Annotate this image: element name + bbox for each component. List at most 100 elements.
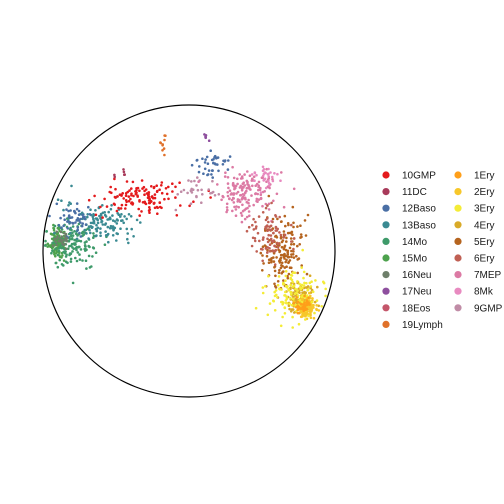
point-7MEP [248, 204, 251, 208]
point-5Ery [285, 240, 288, 243]
point-6Ery [268, 243, 272, 246]
point-16Neu [64, 247, 68, 251]
point-9GMP [196, 176, 199, 179]
point-10GMP [99, 205, 102, 209]
point-3Ery [313, 311, 316, 315]
point-13Baso [123, 215, 126, 218]
point-13Baso [96, 221, 100, 225]
point-10GMP [130, 194, 133, 197]
point-6Ery [277, 242, 280, 246]
legend-swatch-5Ery [454, 237, 462, 245]
point-1Ery [296, 304, 300, 308]
point-3Ery [289, 296, 292, 300]
point-3Ery [285, 301, 289, 305]
point-2Ery [317, 309, 321, 312]
point-11DC [113, 175, 116, 179]
point-3Ery [293, 271, 297, 275]
point-5Ery [304, 234, 308, 237]
point-14Mo [81, 259, 84, 262]
point-3Ery [305, 281, 308, 285]
point-14Mo [51, 249, 54, 252]
point-13Baso [135, 218, 139, 222]
point-10GMP [127, 199, 131, 203]
point-6Ery [276, 227, 280, 231]
point-3Ery [291, 326, 295, 329]
point-8Mk [271, 179, 275, 183]
point-13Baso [96, 218, 99, 222]
point-5Ery [292, 242, 296, 246]
legend-label-11DC: 11DC [402, 187, 427, 198]
legend-label-9GMP: 9GMP [474, 303, 503, 314]
point-5Ery [279, 256, 283, 260]
legend-swatch-16Neu [382, 271, 390, 279]
point-17Neu [204, 136, 207, 139]
point-6Ery [282, 236, 286, 239]
point-2Ery [300, 297, 303, 301]
point-13Baso [62, 208, 65, 212]
point-14Mo [70, 228, 73, 232]
point-6Ery [253, 239, 257, 243]
point-14Mo [53, 224, 57, 228]
point-6Ery [268, 225, 272, 228]
point-5Ery [261, 245, 265, 248]
point-10GMP [117, 206, 120, 210]
point-6Ery [245, 229, 249, 233]
point-9GMP [190, 180, 193, 183]
point-13Baso [101, 204, 104, 207]
point-5Ery [276, 217, 279, 221]
point-6Ery [261, 259, 265, 263]
point-14Mo [70, 237, 74, 241]
point-6Ery [266, 225, 269, 228]
point-5Ery [291, 205, 295, 209]
point-13Baso [92, 219, 96, 223]
legend-label-15Mo: 15Mo [402, 254, 427, 265]
point-12Baso [87, 205, 90, 209]
point-14Mo [84, 259, 88, 263]
point-10GMP [171, 182, 174, 185]
point-13Baso [89, 208, 92, 211]
point-8Mk [267, 175, 271, 178]
point-7MEP [258, 188, 262, 192]
point-15Mo [54, 254, 57, 258]
point-7MEP [238, 173, 241, 176]
point-14Mo [88, 245, 91, 249]
point-3Ery [292, 284, 296, 288]
point-1Ery [296, 311, 300, 315]
point-12Baso [76, 226, 80, 229]
point-7MEP [232, 201, 236, 204]
point-14Mo [83, 241, 87, 244]
point-9GMP [210, 191, 214, 195]
point-12Baso [55, 202, 59, 206]
point-7MEP [256, 192, 260, 196]
point-13Baso [106, 232, 110, 236]
point-5Ery [273, 269, 277, 273]
point-12Baso [75, 202, 79, 205]
point-7MEP [248, 214, 251, 218]
point-10GMP [156, 189, 159, 193]
point-13Baso [126, 237, 129, 241]
point-13Baso [116, 212, 119, 215]
point-6Ery [261, 238, 265, 241]
point-5Ery [295, 254, 298, 258]
point-9GMP [179, 190, 183, 193]
legend-swatch-3Ery [454, 204, 462, 212]
point-4Ery [288, 307, 291, 311]
point-3Ery [291, 280, 295, 284]
point-10GMP [153, 201, 156, 205]
point-3Ery [324, 294, 327, 298]
point-14Mo [65, 253, 68, 256]
legend-label-1Ery: 1Ery [474, 171, 495, 182]
point-13Baso [69, 202, 72, 205]
point-14Mo [54, 261, 58, 265]
point-12Baso [211, 176, 214, 179]
point-7MEP [232, 176, 236, 180]
point-14Mo [68, 253, 71, 257]
point-16Neu [62, 243, 66, 247]
point-4Ery [306, 285, 310, 288]
point-15Mo [62, 259, 66, 262]
point-9GMP [190, 187, 193, 191]
point-13Baso [132, 235, 135, 238]
point-2Ery [302, 314, 306, 317]
point-7MEP [248, 174, 252, 177]
